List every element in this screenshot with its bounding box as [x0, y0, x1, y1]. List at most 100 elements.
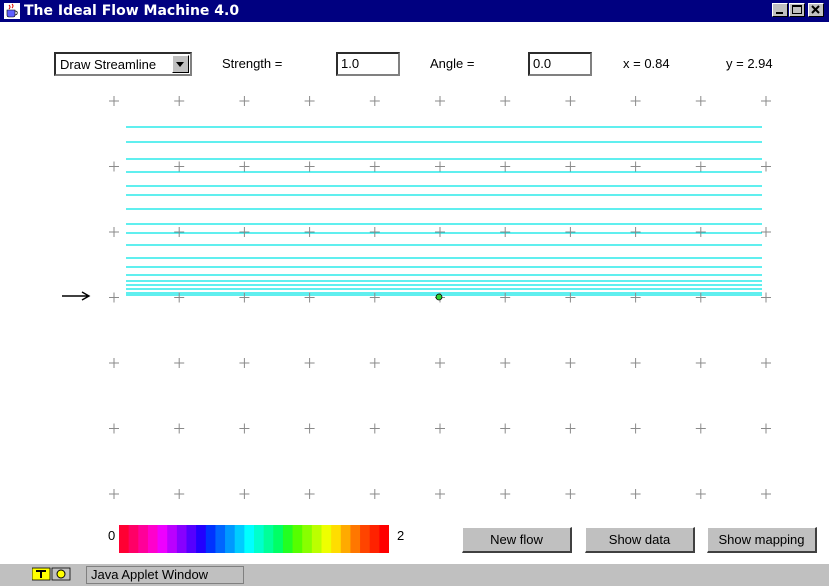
grid-marker [630, 96, 641, 106]
x-coordinate-readout: x = 0.84 [623, 56, 670, 71]
color-scale-segment [128, 525, 139, 553]
grid-marker [304, 96, 315, 106]
grid-marker [565, 161, 576, 172]
grid-marker [239, 96, 250, 106]
color-scale-max-label: 2 [397, 528, 405, 543]
grid-marker [500, 423, 511, 434]
color-scale-segment [205, 525, 216, 553]
grid-marker [239, 161, 250, 172]
color-scale-segment [254, 525, 265, 553]
y-coordinate-readout: y = 2.94 [726, 56, 773, 71]
grid-marker [565, 489, 576, 499]
color-scale-segment [147, 525, 159, 553]
grid-marker [565, 227, 576, 237]
color-scale-segment [379, 525, 389, 553]
grid-marker [369, 292, 380, 303]
strength-field[interactable]: 1.0 [336, 52, 400, 76]
grid-marker [174, 227, 185, 237]
grid-marker [695, 96, 706, 106]
color-scale-segment [234, 525, 245, 553]
grid-marker [761, 161, 771, 172]
minimize-button[interactable] [772, 3, 788, 17]
color-scale-segment [369, 525, 380, 553]
grid-marker [369, 161, 380, 172]
color-scale-segment [282, 525, 294, 553]
angle-label: Angle = [430, 56, 475, 71]
grid-marker [435, 358, 445, 368]
maximize-button[interactable] [789, 3, 805, 17]
grid-marker [239, 227, 250, 237]
angle-field[interactable]: 0.0 [528, 52, 592, 76]
strength-label: Strength = [222, 56, 283, 71]
grid-marker [369, 489, 380, 499]
show-mapping-button[interactable]: Show mapping [707, 527, 817, 553]
grid-marker [174, 292, 185, 303]
grid-marker [435, 96, 445, 106]
grid-marker [695, 227, 706, 237]
grid-marker [565, 423, 576, 434]
color-scale-segment [157, 525, 168, 553]
grid-marker [435, 489, 445, 499]
grid-marker [174, 489, 185, 499]
grid-marker [500, 96, 511, 106]
mode-select[interactable]: Draw Streamline [54, 52, 192, 76]
chevron-down-icon[interactable] [172, 55, 189, 73]
grid-marker [565, 358, 576, 368]
flow-direction-arrow [62, 291, 91, 301]
grid-marker [761, 423, 771, 434]
grid-marker [565, 292, 576, 303]
new-flow-button[interactable]: New flow [462, 527, 572, 553]
color-scale-segment [292, 525, 303, 553]
mode-select-value: Draw Streamline [60, 57, 157, 72]
grid-marker [500, 161, 511, 172]
close-button[interactable] [808, 3, 824, 17]
grid-marker [369, 358, 380, 368]
color-scale-segment [119, 525, 130, 553]
title-bar[interactable]: The Ideal Flow Machine 4.0 [0, 0, 829, 22]
grid-marker [369, 227, 380, 237]
grid-marker [239, 292, 250, 303]
color-scale-segment [321, 525, 332, 553]
grid-marker [109, 227, 119, 237]
color-scale-segment [186, 525, 197, 553]
color-scale-segment [244, 525, 255, 553]
grid-marker [761, 96, 771, 106]
grid-marker [695, 161, 706, 172]
flow-canvas[interactable] [0, 82, 829, 512]
probe-point [435, 293, 443, 301]
grid-marker [500, 292, 511, 303]
grid-marker [435, 161, 445, 172]
color-scale-segment [225, 525, 236, 553]
color-scale-segment [263, 525, 274, 553]
color-scale-segment [273, 525, 284, 553]
show-data-button[interactable]: Show data [585, 527, 695, 553]
color-scale-segment [138, 525, 149, 553]
applet-status-icon [31, 567, 74, 581]
grid-marker [304, 227, 315, 237]
grid-marker [565, 96, 576, 106]
grid-marker [304, 292, 315, 303]
grid-marker [304, 489, 315, 499]
color-scale-bar [119, 525, 389, 553]
grid-marker [109, 358, 119, 368]
grid-marker [630, 161, 641, 172]
grid-marker [695, 423, 706, 434]
grid-marker [695, 489, 706, 499]
applet-window: The Ideal Flow Machine 4.0 Draw Streamli… [0, 0, 829, 564]
grid-marker [239, 358, 250, 368]
grid-marker [304, 358, 315, 368]
grid-marker [239, 423, 250, 434]
grid-marker [435, 423, 445, 434]
color-scale-segment [340, 525, 351, 553]
window-title: The Ideal Flow Machine 4.0 [24, 3, 240, 19]
grid-marker [304, 161, 315, 172]
grid-marker [630, 292, 641, 303]
status-text: Java Applet Window [86, 566, 244, 584]
grid-marker [761, 358, 771, 368]
grid-marker [174, 423, 185, 434]
grid-marker [500, 227, 511, 237]
grid-marker [174, 96, 185, 106]
grid-marker [174, 161, 185, 172]
grid-marker [761, 227, 771, 237]
grid-marker [369, 96, 380, 106]
